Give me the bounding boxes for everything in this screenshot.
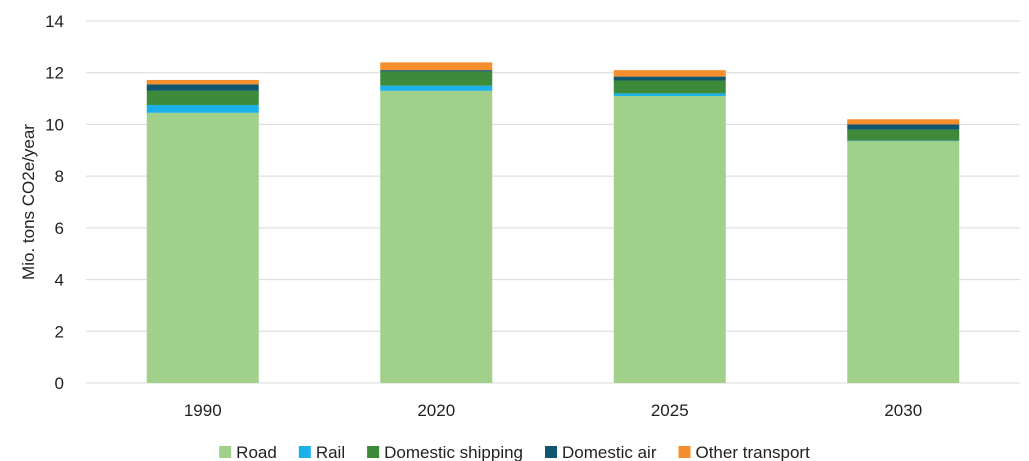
legend-label: Road	[236, 443, 277, 461]
x-tick-label: 2020	[417, 401, 455, 420]
bar-2020-road	[380, 90, 493, 384]
bar-2025-other-transport	[613, 70, 726, 77]
bar-2030-other-transport	[847, 119, 960, 125]
y-tick-label: 12	[45, 64, 64, 83]
y-tick-label: 10	[45, 115, 64, 134]
bar-1990-domestic-shipping	[146, 90, 259, 106]
legend-label: Domestic air	[562, 443, 657, 461]
bar-2020-rail	[380, 85, 493, 91]
legend-swatch-road	[219, 446, 232, 458]
legend-swatch-other-transport	[678, 446, 691, 458]
bar-2030-domestic-air	[847, 124, 960, 130]
y-tick-label: 0	[55, 374, 64, 393]
bar-2030-rail	[847, 140, 960, 142]
bars	[146, 62, 960, 384]
x-tick-label: 2030	[884, 401, 922, 420]
x-tick-label: 2025	[651, 401, 689, 420]
bar-1990-domestic-air	[146, 84, 259, 91]
y-tick-label: 2	[55, 322, 64, 341]
legend-swatch-domestic-air	[545, 446, 558, 458]
bar-1990-rail	[146, 105, 259, 113]
y-tick-label: 6	[55, 219, 64, 238]
legend: Road Rail Domestic shipping Domestic air Oth…	[219, 443, 810, 461]
bar-2030-road	[847, 141, 960, 383]
bar-2020-other-transport	[380, 62, 493, 71]
bar-2025-domestic-air	[613, 76, 726, 81]
x-tick-label: 1990	[184, 401, 222, 420]
bar-2020-domestic-air	[380, 70, 493, 72]
bar-2030-domestic-shipping	[847, 129, 960, 141]
bar-2025-domestic-shipping	[613, 80, 726, 94]
bar-2025-road	[613, 95, 726, 383]
legend-label: Rail	[316, 443, 345, 461]
axes: 0 2 4 6 8 10 12 14 1990 2020 2025 2030	[45, 12, 922, 420]
bar-2025-rail	[613, 93, 726, 96]
bar-1990-other-transport	[146, 79, 259, 85]
legend-label: Other transport	[695, 443, 810, 461]
bar-1990-road	[146, 112, 259, 384]
legend-label: Domestic shipping	[384, 443, 523, 461]
bar-2020-domestic-shipping	[380, 71, 493, 86]
y-tick-label: 4	[55, 271, 64, 290]
legend-swatch-rail	[298, 446, 311, 458]
y-axis-title: Mio. tons CO2e/year	[19, 124, 38, 280]
legend-swatch-domestic-shipping	[367, 446, 380, 458]
y-tick-label: 14	[45, 12, 64, 31]
y-tick-label: 8	[55, 167, 64, 186]
